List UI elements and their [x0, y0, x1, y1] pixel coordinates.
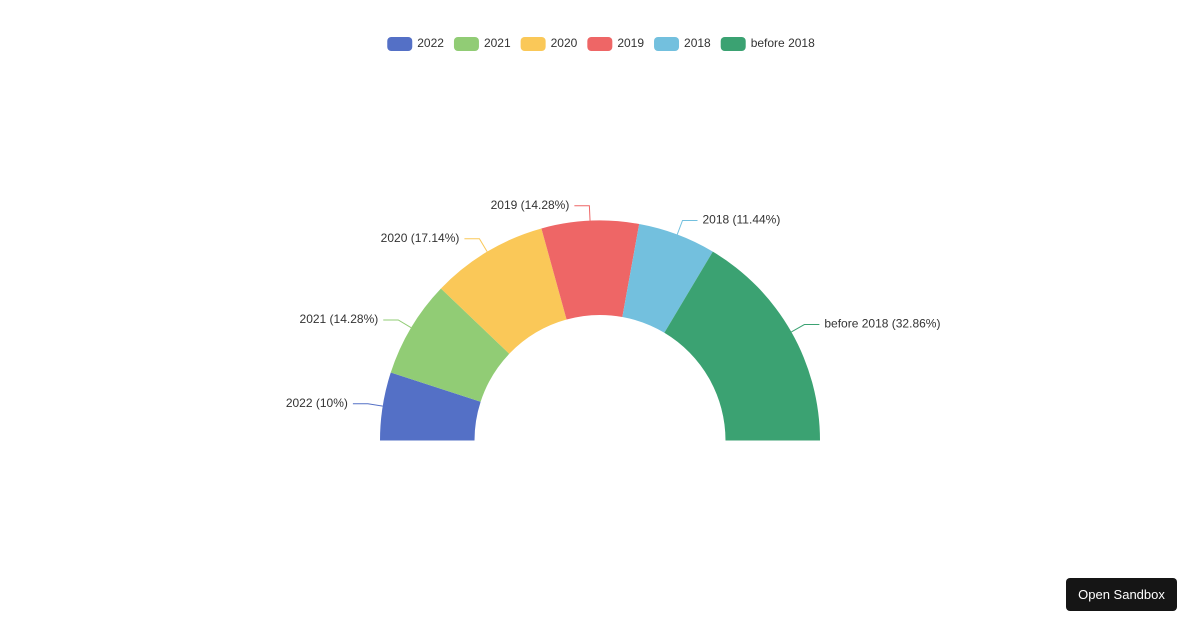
svg-text:2021: 2021 — [484, 36, 511, 50]
svg-text:2018 (11.44%): 2018 (11.44%) — [703, 213, 781, 227]
svg-text:before 2018 (32.86%): before 2018 (32.86%) — [824, 317, 940, 331]
svg-text:2020 (17.14%): 2020 (17.14%) — [381, 231, 460, 245]
svg-text:2019: 2019 — [617, 36, 644, 50]
svg-text:before 2018: before 2018 — [751, 36, 815, 50]
svg-text:2019 (14.28%): 2019 (14.28%) — [491, 198, 570, 212]
svg-text:2021 (14.28%): 2021 (14.28%) — [300, 312, 379, 326]
svg-text:2022 (10%): 2022 (10%) — [286, 396, 348, 410]
svg-text:2022: 2022 — [417, 36, 444, 50]
svg-text:2018: 2018 — [684, 36, 711, 50]
svg-text:2020: 2020 — [551, 36, 578, 50]
